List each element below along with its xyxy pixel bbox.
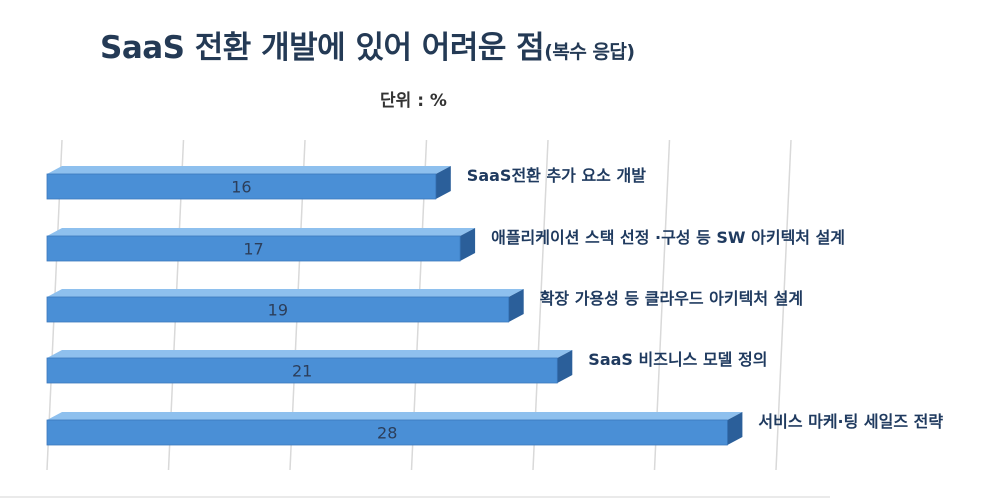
bar-group: 17 애플리케이션 스택 선정 ·구성 등 SW 아키텍처 설계 [46,228,845,262]
bar-side-face [435,166,451,199]
chart-title: SaaS 전환 개발에 있어 어려운 점(복수 응답) [100,30,635,66]
category-label: SaaS 비즈니스 모델 정의 [588,350,767,369]
unit-label: 단위 : % [380,91,447,111]
category-label: 서비스 마케·팅 세일즈 전략 [758,412,943,431]
bar-top-face [47,412,743,420]
bar-top-face [47,289,524,297]
bar [46,235,461,262]
bar-group: 28 서비스 마케·팅 세일즈 전략 [46,412,943,446]
title-note: (복수 응답) [544,41,635,63]
bar [46,296,510,323]
category-label: 확장 가용성 등 클라우드 아키텍처 설계 [540,289,803,308]
gridline [775,139,792,471]
bar [46,357,558,384]
bar-top-face [47,228,476,236]
bar-value-label: 17 [243,240,263,259]
category-label: 애플리케이션 스택 선정 ·구성 등 SW 아키텍처 설계 [491,228,845,247]
bar-side-face [460,228,476,261]
bar [46,419,728,446]
category-label: SaaS전환 추가 요소 개발 [467,166,646,185]
bar-value-label: 19 [268,301,288,320]
bar-side-face [727,412,743,445]
bar-top-face [47,350,573,358]
bar-group: 19 확장 가용성 등 클라우드 아키텍처 설계 [46,289,803,323]
bar-group: 21 SaaS 비즈니스 모델 정의 [46,350,767,384]
bar-side-face [508,289,524,322]
bar-group: 16 SaaS전환 추가 요소 개발 [46,166,646,200]
bar-value-label: 16 [231,178,251,197]
bar-side-face [557,350,573,383]
bar [46,173,437,200]
bar-top-face [47,166,451,174]
bar-value-label: 28 [377,424,397,443]
bar-value-label: 21 [292,362,312,381]
